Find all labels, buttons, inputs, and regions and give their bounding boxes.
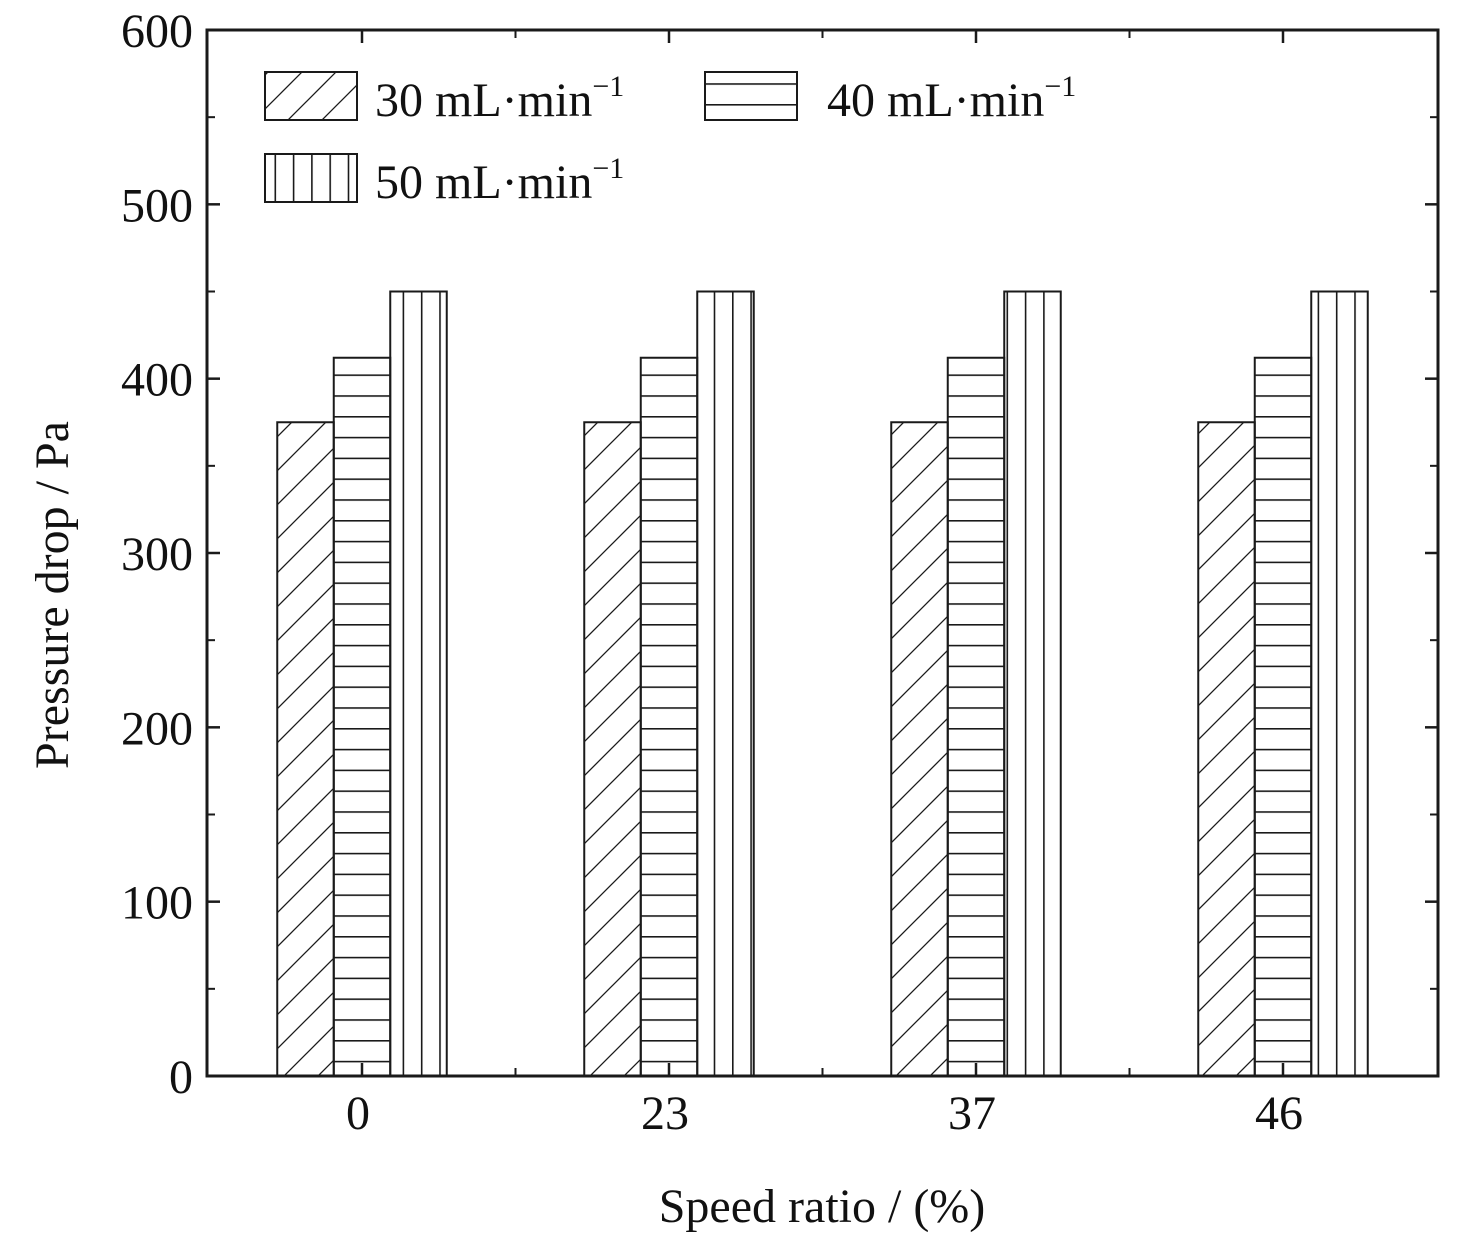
bar-2-0 xyxy=(332,356,392,1078)
y-tick-label: 200 xyxy=(121,702,193,755)
bar-1-23 xyxy=(583,421,642,1077)
legend-label-exponent: −1 xyxy=(1044,70,1076,103)
bar-3-23 xyxy=(696,290,755,1077)
x-tick-label: 37 xyxy=(948,1087,996,1140)
y-tick-label: 500 xyxy=(121,179,193,232)
bar-2-37 xyxy=(946,356,1006,1078)
x-tick-label: 23 xyxy=(641,1087,689,1140)
bar-1-37 xyxy=(890,421,949,1077)
bar-1-46 xyxy=(1197,421,1256,1077)
bar-2-46 xyxy=(1253,356,1313,1078)
legend-swatch-1 xyxy=(264,71,358,121)
bar-2-23 xyxy=(639,356,699,1078)
x-axis-label: Speed ratio / (%) xyxy=(659,1180,986,1233)
y-axis-label: Pressure drop / Pa xyxy=(26,421,79,769)
bar-3-37 xyxy=(1003,290,1062,1077)
y-tick-label: 100 xyxy=(121,877,193,930)
y-axis: 0 100 200 300 400 500 600 xyxy=(121,5,1438,1104)
bar-1-0 xyxy=(276,421,335,1077)
x-tick-label: 46 xyxy=(1255,1087,1303,1140)
legend-label-1: 30 mL·min−1 xyxy=(375,70,624,127)
y-tick-label: 400 xyxy=(121,354,193,407)
y-tick-label: 300 xyxy=(121,528,193,581)
legend: 30 mL·min−1 40 mL·min−1 50 mL·min−1 xyxy=(264,70,1076,209)
bar-3-0 xyxy=(389,290,448,1077)
bar-3-46 xyxy=(1310,290,1369,1077)
legend-label-3: 50 mL·min−1 xyxy=(375,152,624,209)
y-tick-label: 0 xyxy=(169,1051,193,1104)
legend-swatch-3 xyxy=(264,153,358,203)
legend-label-exponent: −1 xyxy=(592,152,624,185)
bars-layer xyxy=(276,290,1369,1078)
x-axis: 0 23 37 46 xyxy=(346,30,1303,1140)
legend-label-exponent: −1 xyxy=(592,70,624,103)
y-tick-label: 600 xyxy=(121,5,193,58)
x-tick-label: 0 xyxy=(346,1087,370,1140)
legend-swatch-2 xyxy=(704,71,798,121)
legend-label-2: 40 mL·min−1 xyxy=(827,70,1076,127)
